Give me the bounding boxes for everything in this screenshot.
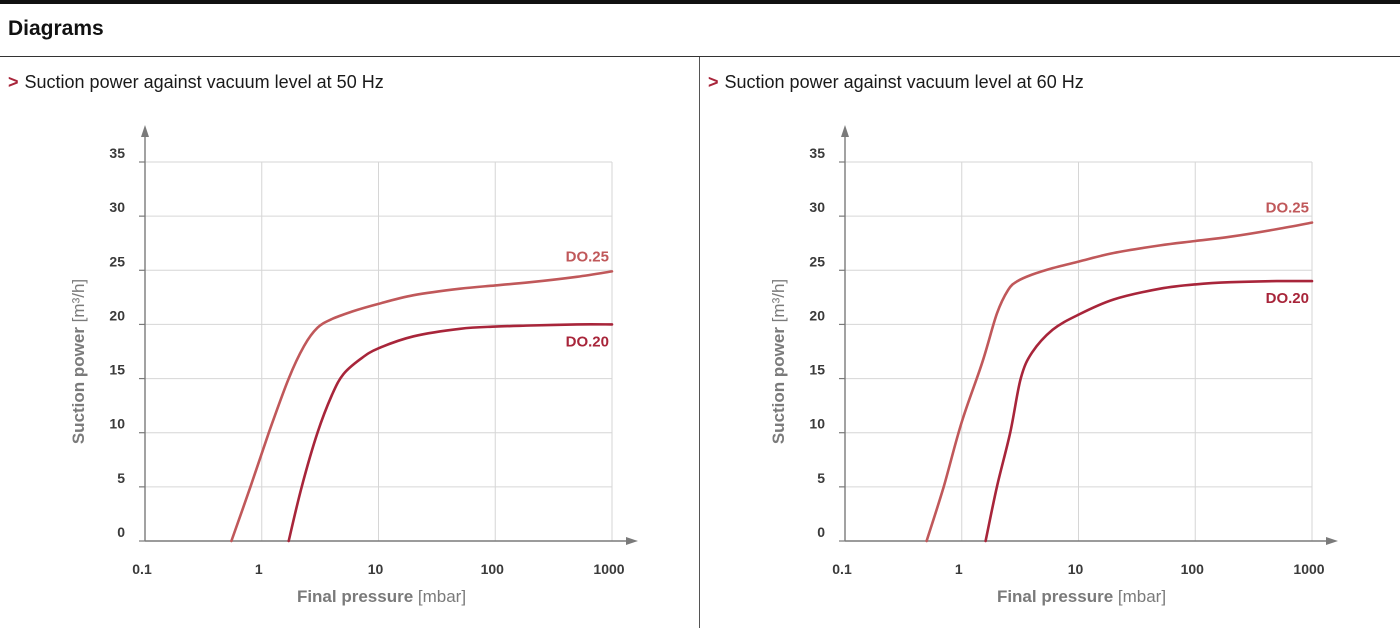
y-tick-label: 10 bbox=[109, 416, 125, 432]
panel-divider bbox=[699, 57, 700, 628]
y-tick-label: 0 bbox=[817, 524, 825, 540]
series-label-do-25: DO.25 bbox=[566, 248, 609, 265]
y-tick-label: 30 bbox=[809, 199, 825, 215]
x-tick-label: 1 bbox=[955, 561, 963, 577]
x-tick-label: 1000 bbox=[1293, 561, 1324, 577]
x-axis-title: Final pressure [mbar] bbox=[997, 587, 1166, 606]
y-axis-title: Suction power [m³/h] bbox=[69, 279, 88, 444]
y-axis-unit: [m³/h] bbox=[69, 279, 88, 322]
panel-title-text: Suction power against vacuum level at 50… bbox=[24, 72, 384, 92]
x-tick-label: 100 bbox=[481, 561, 505, 577]
x-tick-label: 100 bbox=[1181, 561, 1205, 577]
y-tick-label: 35 bbox=[109, 145, 125, 161]
y-tick-label: 0 bbox=[117, 524, 125, 540]
y-axis-arrow-icon bbox=[841, 125, 849, 137]
x-axis-unit: [mbar] bbox=[1118, 587, 1166, 606]
top-bar bbox=[0, 0, 1400, 4]
y-tick-label: 35 bbox=[809, 145, 825, 161]
x-tick-label: 0.1 bbox=[832, 561, 852, 577]
y-axis-unit: [m³/h] bbox=[769, 279, 788, 322]
series-line-do-25 bbox=[925, 221, 1314, 543]
x-tick-label: 10 bbox=[1068, 561, 1084, 577]
y-axis-title: Suction power [m³/h] bbox=[769, 279, 788, 444]
x-axis-unit: [mbar] bbox=[418, 587, 466, 606]
series-label-do-20: DO.20 bbox=[566, 333, 609, 350]
x-axis-arrow-icon bbox=[626, 537, 638, 545]
y-tick-label: 20 bbox=[109, 307, 125, 323]
chart-panel-50hz: > Suction power against vacuum level at 5… bbox=[0, 57, 699, 628]
x-tick-label: 1000 bbox=[593, 561, 624, 577]
y-tick-label: 15 bbox=[809, 362, 825, 378]
y-tick-label: 5 bbox=[117, 470, 125, 486]
y-axis-arrow-icon bbox=[141, 125, 149, 137]
line-chart-60hz: 0 5 10 15 20 25 30 35 0.1 1 10 100 1000 Final pressur… bbox=[769, 125, 1338, 606]
y-tick-label: 20 bbox=[809, 307, 825, 323]
panel-title: > Suction power against vacuum level at 6… bbox=[708, 72, 1084, 93]
y-axis-label: Suction power bbox=[69, 322, 88, 444]
line-chart-50hz: 0 5 10 15 20 25 30 35 0.1 1 10 100 1000 Final pressur… bbox=[69, 125, 638, 606]
x-axis-label: Final pressure bbox=[997, 587, 1118, 606]
page-title: Diagrams bbox=[8, 17, 104, 40]
series-line-do-20 bbox=[984, 279, 1314, 543]
panel-title-text: Suction power against vacuum level at 60… bbox=[724, 72, 1084, 92]
series-line-do-25 bbox=[230, 270, 614, 543]
series-line-do-20 bbox=[287, 323, 614, 543]
x-tick-label: 10 bbox=[368, 561, 384, 577]
y-axis-label: Suction power bbox=[769, 322, 788, 444]
x-tick-label: 1 bbox=[255, 561, 263, 577]
chevron-right-icon: > bbox=[8, 72, 19, 92]
panel-title: > Suction power against vacuum level at 5… bbox=[8, 72, 384, 93]
x-axis-arrow-icon bbox=[1326, 537, 1338, 545]
y-tick-label: 5 bbox=[817, 470, 825, 486]
y-tick-label: 30 bbox=[109, 199, 125, 215]
series-label-do-20: DO.20 bbox=[1266, 290, 1309, 307]
chart-panel-60hz: > Suction power against vacuum level at 6… bbox=[700, 57, 1399, 628]
heading-rule bbox=[0, 56, 1400, 57]
y-tick-label: 10 bbox=[809, 416, 825, 432]
y-tick-label: 15 bbox=[109, 362, 125, 378]
x-tick-label: 0.1 bbox=[132, 561, 152, 577]
chevron-right-icon: > bbox=[708, 72, 719, 92]
y-tick-label: 25 bbox=[109, 253, 125, 269]
x-axis-label: Final pressure bbox=[297, 587, 418, 606]
x-axis-title: Final pressure [mbar] bbox=[297, 587, 466, 606]
series-label-do-25: DO.25 bbox=[1266, 200, 1309, 217]
y-tick-label: 25 bbox=[809, 253, 825, 269]
